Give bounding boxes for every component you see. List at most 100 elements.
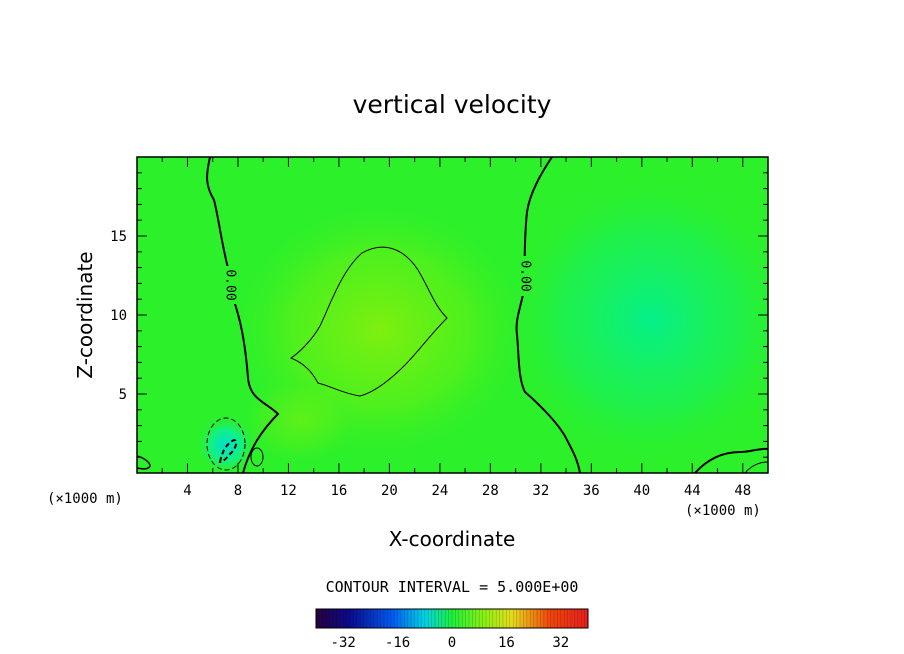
- x-tick-label: 12: [280, 483, 297, 499]
- colorbar-cell: [384, 609, 388, 628]
- y-tick-label: 5: [119, 387, 127, 403]
- colorbar-cell: [377, 609, 382, 628]
- colorbar-cell: [448, 609, 453, 628]
- x-tick-label: 8: [234, 483, 242, 499]
- colorbar-cell: [350, 609, 354, 628]
- colorbar-cell: [496, 609, 501, 628]
- x-tick-label: 44: [684, 483, 701, 499]
- colorbar-cell: [503, 609, 507, 628]
- colorbar-cell: [543, 609, 548, 628]
- colorbar-cell: [438, 609, 443, 628]
- contour-corner-right-inner: [744, 461, 768, 473]
- x-tick-label: 32: [532, 483, 549, 499]
- colorbar-cell: [363, 609, 368, 628]
- colorbar-cell: [577, 609, 582, 628]
- colorbar-cell: [421, 609, 426, 628]
- colorbar-cell: [428, 609, 433, 628]
- colorbar-ticks: -32 -16 0 16 32: [331, 635, 570, 651]
- colorbar-cell: [390, 609, 395, 628]
- x-axis-ticks: 4 8 12 16 20 24 28 32 36 40 44 48: [161, 157, 769, 499]
- colorbar-cell: [462, 609, 467, 628]
- chart-title: vertical velocity: [353, 90, 552, 119]
- y-tick-label: 10: [110, 308, 127, 324]
- colorbar-cell: [550, 609, 555, 628]
- colorbar-cell: [360, 609, 365, 628]
- colorbar-tick-label: 0: [448, 635, 456, 651]
- colorbar-cell: [482, 609, 487, 628]
- colorbar-cell: [326, 609, 331, 628]
- colorbar-tick-label: 32: [552, 635, 569, 651]
- y-axis-label: Z-coordinate: [73, 251, 97, 378]
- y-axis-ticks: 5 10 15: [110, 172, 768, 458]
- colorbar-cell: [499, 609, 504, 628]
- contour-label-bg-right: [516, 256, 534, 296]
- colorbar-cell: [472, 609, 477, 628]
- colorbar-cell: [520, 609, 524, 628]
- x-tick-label: 24: [431, 483, 448, 499]
- colorbar-cell: [516, 609, 521, 628]
- colorbar-cell: [469, 609, 473, 628]
- colorbar-cell: [533, 609, 538, 628]
- colorbar-cell: [526, 609, 531, 628]
- colorbar-cell: [441, 609, 446, 628]
- colorbar-cell: [367, 609, 371, 628]
- colorbar-cell: [509, 609, 514, 628]
- y-tick-label: 15: [110, 229, 127, 245]
- x-tick-label: 20: [381, 483, 398, 499]
- colorbar-cell: [353, 609, 358, 628]
- colorbar-cell: [394, 609, 399, 628]
- colorbar-cell: [506, 609, 511, 628]
- colorbar-cell: [424, 609, 429, 628]
- x-tick-label: 40: [633, 483, 650, 499]
- colorbar-cell: [387, 609, 392, 628]
- contour-small: [250, 447, 264, 467]
- x-tick-label: 4: [183, 483, 191, 499]
- zero-contour-left: [206, 157, 280, 473]
- colorbar-cell: [581, 609, 586, 628]
- colorbar-tick-label: 16: [498, 635, 515, 651]
- contour-label-left: 0.00: [223, 269, 238, 300]
- colorbar-cell: [540, 609, 545, 628]
- contour-minus-5: [206, 417, 246, 471]
- colorbar-tick-label: -16: [385, 635, 410, 651]
- colorbar-cell: [343, 609, 348, 628]
- colorbar-cell: [486, 609, 490, 628]
- colorbar-cell: [411, 609, 416, 628]
- colorbar-cell: [329, 609, 334, 628]
- colorbar-cell: [571, 609, 575, 628]
- colorbar-cell: [404, 609, 409, 628]
- colorbar-cell: [401, 609, 405, 628]
- colorbar-cell: [418, 609, 422, 628]
- colorbar-cell: [574, 609, 579, 628]
- colorbar-cell: [435, 609, 439, 628]
- colorbar-cell: [489, 609, 494, 628]
- colorbar-cell: [554, 609, 558, 628]
- colorbar-cell: [319, 609, 324, 628]
- colorbar-cell: [584, 609, 589, 628]
- contour-interval-text: CONTOUR INTERVAL = 5.000E+00: [326, 578, 579, 596]
- positive-tongue: [240, 375, 360, 465]
- colorbar-cell: [339, 609, 344, 628]
- colorbar-cell: [414, 609, 419, 628]
- colorbar-cell: [407, 609, 412, 628]
- colorbar-cell: [475, 609, 480, 628]
- colorbar-frame: [315, 608, 589, 629]
- contour-label-bg-left: [221, 266, 239, 304]
- colorbar-cell: [322, 609, 327, 628]
- colorbar-cell: [380, 609, 385, 628]
- colorbar-cell: [479, 609, 484, 628]
- zero-contour-right: [515, 157, 581, 473]
- colorbar-cell: [567, 609, 572, 628]
- colorbar-cell: [557, 609, 562, 628]
- minimum-region: [196, 415, 256, 473]
- contour-corner-right: [694, 447, 768, 473]
- colorbar-cell: [346, 609, 351, 628]
- colorbar-tick-label: -32: [331, 635, 356, 651]
- colorbar-cell: [560, 609, 565, 628]
- colorbar-cell: [445, 609, 450, 628]
- colorbar-cell: [356, 609, 361, 628]
- colorbar-cell: [537, 609, 541, 628]
- colorbar-cell: [530, 609, 535, 628]
- x-unit-left: (×1000 m): [47, 491, 123, 507]
- colorbar-cell: [513, 609, 518, 628]
